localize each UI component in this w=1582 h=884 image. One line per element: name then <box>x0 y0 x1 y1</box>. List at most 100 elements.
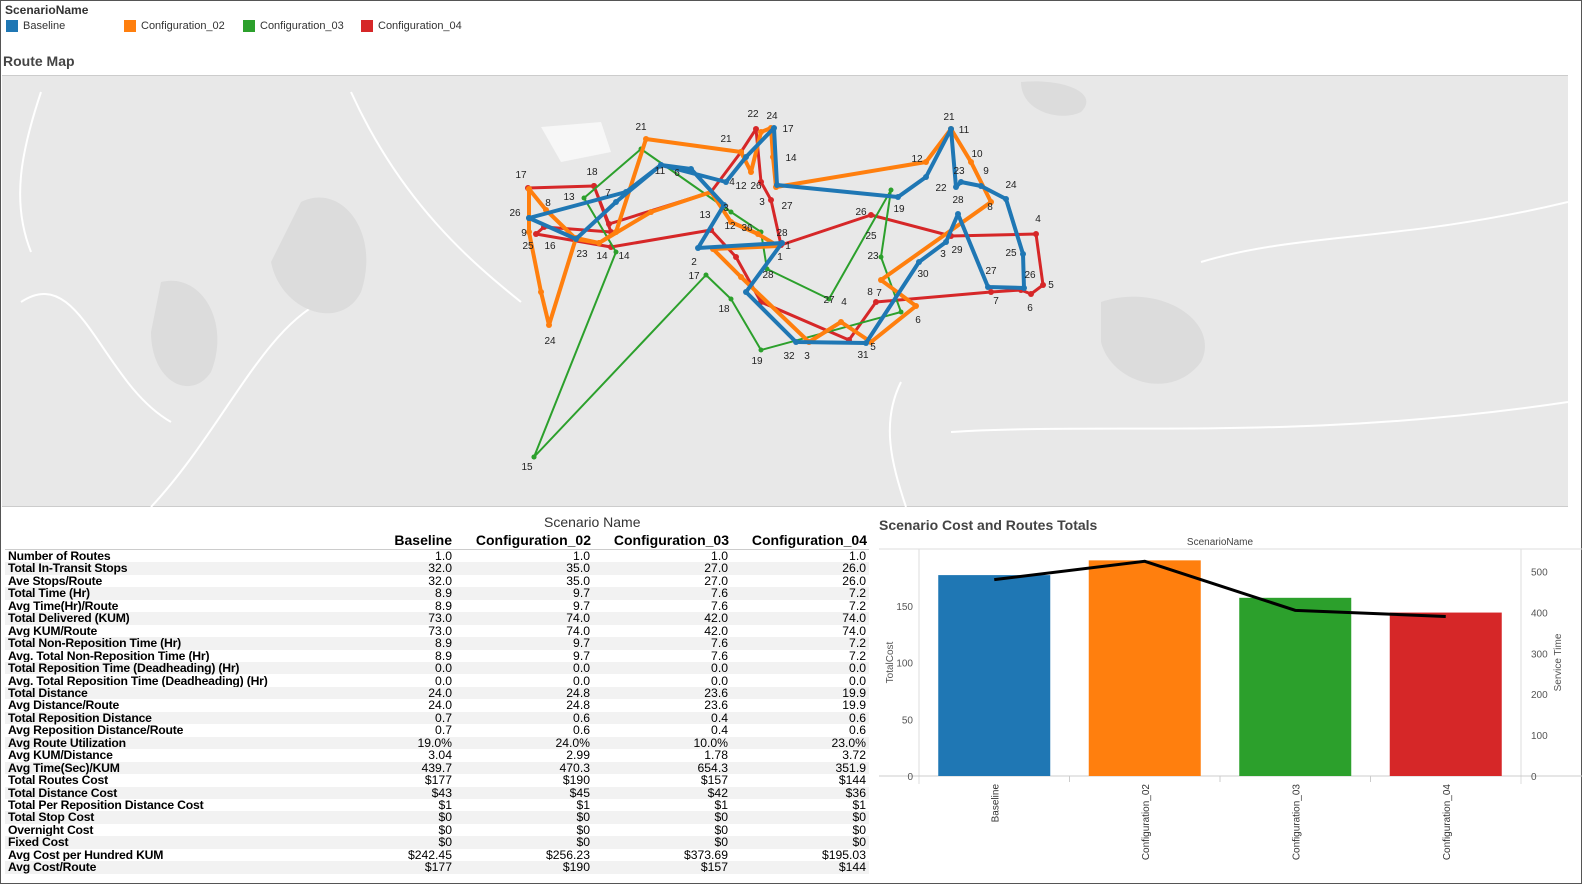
stop-marker[interactable] <box>658 162 664 168</box>
stop-marker[interactable] <box>953 184 959 190</box>
table-row: Avg Time(Sec)/KUM 439.7 470.3 654.3 351.9 <box>5 761 869 774</box>
stop-marker[interactable] <box>721 202 727 208</box>
table-row: Number of Routes 1.0 1.0 1.0 1.0 <box>5 549 869 563</box>
stop-marker[interactable] <box>895 194 901 200</box>
stop-marker[interactable] <box>1003 196 1009 202</box>
stop-marker[interactable] <box>533 231 539 237</box>
stop-marker[interactable] <box>771 125 777 131</box>
stop-label: 23 <box>953 166 965 177</box>
cell-value: $1 <box>576 798 590 812</box>
stop-marker[interactable] <box>863 340 869 346</box>
stop-label: 8 <box>987 202 993 213</box>
route-line-configuration_04[interactable] <box>527 127 1045 342</box>
stop-marker[interactable] <box>531 454 537 460</box>
stop-marker[interactable] <box>768 197 774 203</box>
stop-marker[interactable] <box>526 215 532 221</box>
stop-marker[interactable] <box>728 219 734 225</box>
row-label: Avg Distance/Route <box>8 698 120 713</box>
stop-marker[interactable] <box>738 149 744 155</box>
stop-label: 18 <box>718 304 730 315</box>
legend-item-configuration-03[interactable]: Configuration_03 <box>243 20 344 32</box>
stop-marker[interactable] <box>878 254 884 260</box>
stop-marker[interactable] <box>733 254 739 260</box>
cell-value: $195.03 <box>821 847 866 862</box>
legend-title: ScenarioName <box>5 3 89 17</box>
cell-value: 0.0 <box>573 673 590 688</box>
stop-marker[interactable] <box>985 284 991 290</box>
stop-marker[interactable] <box>688 166 694 172</box>
route-map[interactable]: 17 18 13 7 8 26 9 25 16 23 14 14 24 21 21 22 24 17 14 11 6 4 1… <box>2 75 1568 508</box>
stop-marker[interactable] <box>623 189 629 195</box>
stop-marker[interactable] <box>988 199 994 205</box>
stop-marker[interactable] <box>923 174 929 180</box>
cell-value: 24.0 <box>428 698 452 713</box>
stop-marker[interactable] <box>774 182 780 188</box>
row-label: Number of Routes <box>8 549 111 563</box>
stop-marker[interactable] <box>923 159 929 165</box>
stop-marker[interactable] <box>873 299 879 305</box>
cell-value: 1.0 <box>435 549 452 563</box>
legend-item-baseline[interactable]: Baseline <box>6 20 65 32</box>
stop-marker[interactable] <box>838 319 844 325</box>
stop-marker[interactable] <box>779 240 785 246</box>
table-row: Avg KUM/Distance 3.04 2.99 1.78 3.72 <box>5 748 869 763</box>
stop-marker[interactable] <box>695 245 701 251</box>
cell-value: 3.72 <box>842 748 866 763</box>
stop-marker[interactable] <box>613 199 619 205</box>
stop-marker[interactable] <box>573 236 579 242</box>
cell-value: 9.7 <box>573 598 590 613</box>
stop-marker[interactable] <box>758 129 764 135</box>
stop-marker[interactable] <box>913 303 919 309</box>
stop-marker[interactable] <box>988 289 994 295</box>
stop-marker[interactable] <box>648 209 654 215</box>
stop-marker[interactable] <box>703 272 709 278</box>
stop-marker[interactable] <box>753 126 759 132</box>
stop-marker[interactable] <box>755 231 761 237</box>
stop-marker[interactable] <box>728 209 734 215</box>
stop-label: 3 <box>804 351 810 362</box>
stop-marker[interactable] <box>546 322 552 328</box>
stop-marker[interactable] <box>538 289 544 295</box>
stop-marker[interactable] <box>1040 282 1046 288</box>
stop-marker[interactable] <box>758 347 764 353</box>
stop-marker[interactable] <box>723 179 729 185</box>
stop-marker[interactable] <box>643 136 649 142</box>
stop-marker[interactable] <box>878 277 884 283</box>
stop-marker[interactable] <box>581 195 587 201</box>
stop-marker[interactable] <box>613 249 619 255</box>
stop-marker[interactable] <box>888 187 894 193</box>
stop-label: 22 <box>747 109 759 120</box>
table-row: Avg Reposition Distance/Route 0.7 0.6 0.4 0.… <box>5 724 869 737</box>
stop-marker[interactable] <box>596 240 602 246</box>
stop-marker[interactable] <box>1028 291 1034 297</box>
stop-marker[interactable] <box>728 296 734 302</box>
stop-marker[interactable] <box>898 309 904 315</box>
stop-marker[interactable] <box>916 259 922 265</box>
stop-marker[interactable] <box>793 339 799 345</box>
stop-marker[interactable] <box>738 274 744 280</box>
stop-marker[interactable] <box>943 239 949 245</box>
stop-marker[interactable] <box>968 159 974 165</box>
stop-marker[interactable] <box>948 126 954 132</box>
row-label: Total Non-Reposition Time (Hr) <box>8 636 181 651</box>
stop-marker[interactable] <box>526 229 532 235</box>
stop-marker[interactable] <box>1021 285 1027 291</box>
stop-marker[interactable] <box>526 186 532 192</box>
stop-marker[interactable] <box>743 289 749 295</box>
stop-marker[interactable] <box>743 154 749 160</box>
stop-marker[interactable] <box>606 221 612 227</box>
stop-marker[interactable] <box>1020 251 1026 257</box>
cell-value: 9.7 <box>573 586 590 601</box>
stop-marker[interactable] <box>1033 231 1039 237</box>
stop-marker[interactable] <box>826 296 832 302</box>
stop-marker[interactable] <box>978 183 984 189</box>
stop-marker[interactable] <box>748 169 754 175</box>
stop-marker[interactable] <box>613 229 619 235</box>
stop-marker[interactable] <box>868 212 874 218</box>
legend-item-configuration-02[interactable]: Configuration_02 <box>124 20 225 32</box>
stop-marker[interactable] <box>758 179 764 185</box>
stop-marker[interactable] <box>955 211 961 217</box>
stop-marker[interactable] <box>958 179 964 185</box>
legend-item-configuration-04[interactable]: Configuration_04 <box>361 20 462 32</box>
